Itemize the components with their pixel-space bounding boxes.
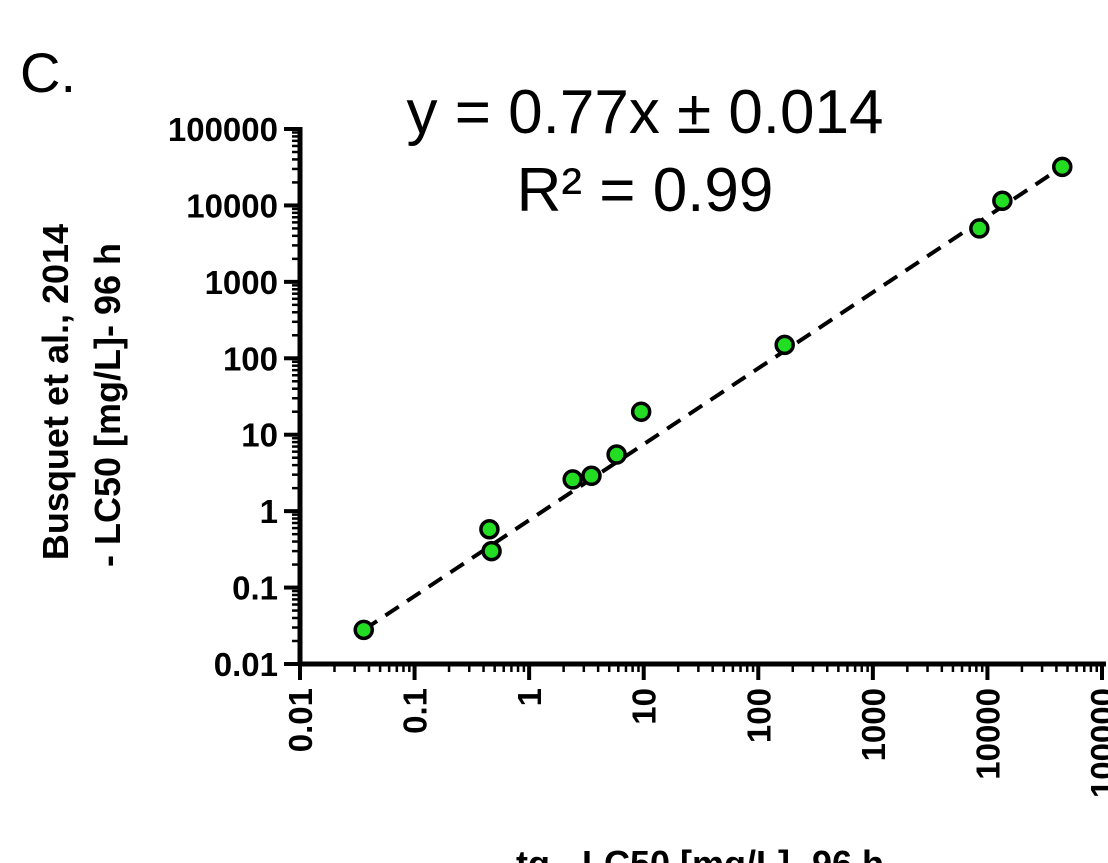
panel-label: C. <box>20 41 76 104</box>
axes: 0.01 0.1 1 10 100 1000 10000 100000 0.01 0.1 1 10 10… <box>168 111 1108 798</box>
y-tick-label: 100 <box>223 340 278 377</box>
fit-equation: y = 0.77x ± 0.014 <box>407 78 884 147</box>
data-point <box>481 540 502 562</box>
y-tick-label: 0.01 <box>214 646 278 683</box>
y-tick-label: 0.1 <box>232 570 278 607</box>
data-point <box>606 444 627 465</box>
x-tick-label: 0.01 <box>282 688 319 752</box>
data-points <box>353 156 1073 641</box>
data-point <box>1052 156 1073 178</box>
y-tick-label: 100000 <box>168 111 278 148</box>
data-point <box>581 465 602 487</box>
fit-line <box>362 165 1064 632</box>
y-axis-title-line-2: - LC50 [mg/L]- 96 h <box>87 243 128 567</box>
x-axis-title: tg - LC50 [mg/L]- 96 h <box>516 843 884 863</box>
x-tick-label: 1000 <box>855 688 892 761</box>
fit-line-group <box>362 165 1064 632</box>
data-point <box>353 619 374 641</box>
data-point <box>479 518 500 540</box>
y-tick-label: 10000 <box>186 187 278 224</box>
data-point <box>774 334 795 356</box>
data-point <box>992 190 1013 212</box>
x-tick-label: 100 <box>740 688 777 743</box>
y-axis-title-line-1: Busquet et al., 2014 <box>35 224 76 560</box>
data-point <box>630 401 652 422</box>
y-tick-label: 10 <box>241 417 278 454</box>
x-tick-label: 10000 <box>969 688 1006 780</box>
y-tick-label: 1000 <box>205 264 278 301</box>
x-tick-label: 10 <box>626 688 663 725</box>
r-squared: R² = 0.99 <box>517 156 774 225</box>
data-point <box>562 469 583 490</box>
x-tick-label: 1 <box>511 688 548 706</box>
y-tick-label: 1 <box>260 493 278 530</box>
y-axis-title: Busquet et al., 2014 - LC50 [mg/L]- 96 h <box>35 224 128 567</box>
data-point <box>969 218 990 239</box>
x-tick-label: 0.1 <box>397 688 434 734</box>
x-tick-label: 100000 <box>1084 688 1108 798</box>
